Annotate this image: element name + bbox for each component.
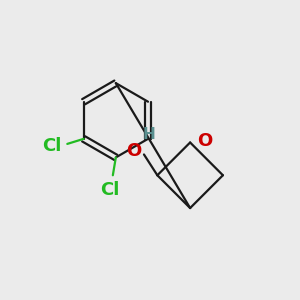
Text: H: H [143, 127, 155, 142]
Text: O: O [126, 142, 141, 160]
Text: Cl: Cl [42, 137, 62, 155]
Text: Cl: Cl [100, 181, 120, 199]
Text: O: O [198, 132, 213, 150]
